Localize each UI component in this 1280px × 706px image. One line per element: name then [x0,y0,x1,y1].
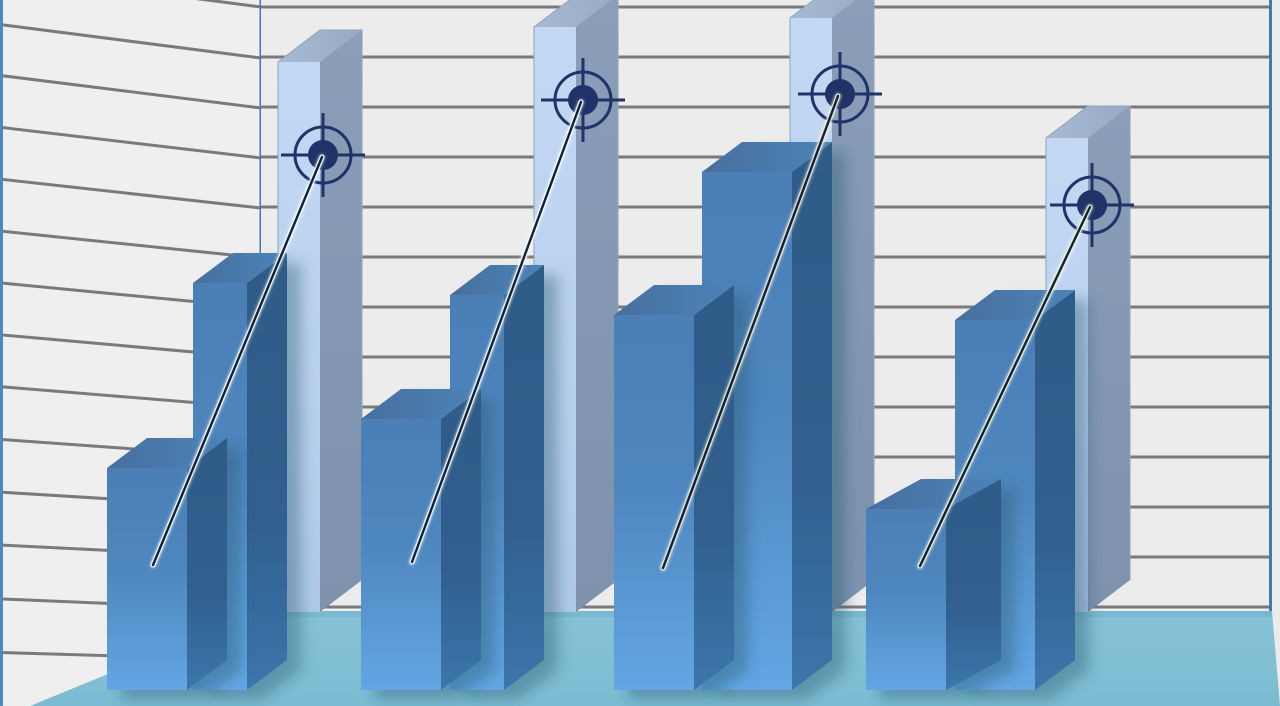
front-bar-row [107,142,1075,690]
target-crosshair-3[interactable] [798,52,882,136]
arrow-needles [150,93,1093,571]
target-crosshair-4[interactable] [1050,163,1134,247]
front-bar-4a[interactable] [866,479,1001,690]
front-bar-2a[interactable] [361,389,481,690]
front-bar-3a[interactable] [614,285,734,690]
target-crosshair-2[interactable] [541,58,625,142]
needle-4[interactable] [917,204,1093,569]
front-bar-1a[interactable] [107,438,227,690]
needle-3[interactable] [660,93,841,571]
needle-1[interactable] [150,154,325,568]
back-bar-1[interactable] [277,29,363,612]
needle-2[interactable] [409,99,584,565]
